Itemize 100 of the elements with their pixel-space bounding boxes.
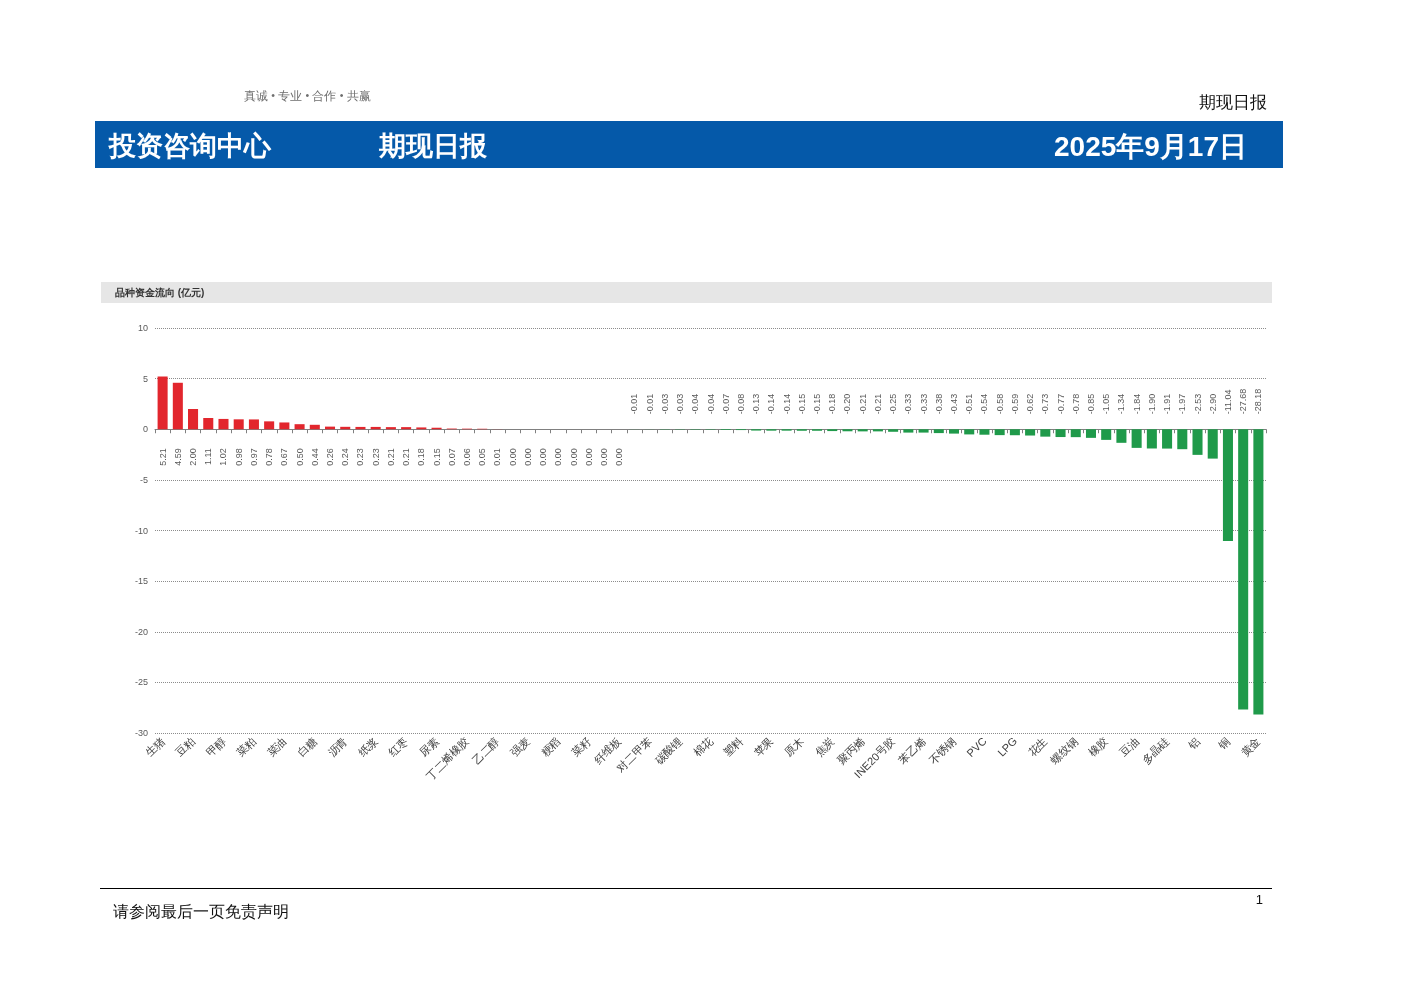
data-label: -0.04 [690, 393, 701, 415]
data-label: 0.00 [614, 448, 625, 466]
data-label: 0.05 [477, 448, 488, 466]
data-label: 0.06 [461, 448, 472, 466]
data-label: -0.59 [1009, 393, 1020, 415]
text: 1 [1255, 892, 1263, 908]
data-label: -1.91 [1162, 393, 1173, 415]
bar [401, 427, 412, 430]
data-label: -1.05 [1101, 393, 1112, 415]
x-tick-label: 沥青 [325, 734, 350, 759]
bar [157, 376, 168, 430]
x-tick-label: 豆油 [1116, 734, 1141, 759]
x-tick-label: 白糖 [295, 734, 320, 759]
data-label: -1.90 [1146, 393, 1157, 415]
x-tick-label: 原木 [782, 734, 807, 759]
x-tick-label: 菜粕 [234, 734, 259, 759]
bar [903, 429, 914, 433]
bar [1192, 429, 1203, 455]
bar [1025, 429, 1036, 436]
data-label: 0.18 [416, 448, 427, 466]
data-label: -2.90 [1207, 393, 1218, 415]
data-label: 0.67 [279, 448, 290, 466]
data-label: 0.00 [568, 448, 579, 466]
data-label: 0.26 [325, 448, 336, 466]
x-tick-label: 纸浆 [355, 734, 380, 759]
bar [979, 429, 990, 435]
bar [1222, 429, 1233, 542]
text: 2025年9月17日 [1053, 130, 1247, 164]
x-tick-label: 铜 [1215, 734, 1233, 752]
data-label: 0.24 [340, 448, 351, 466]
data-label: -0.15 [812, 393, 823, 415]
data-label: -0.38 [933, 393, 944, 415]
data-label: -0.14 [781, 393, 792, 415]
data-label: 0.00 [598, 448, 609, 466]
x-tick-label: 铝 [1184, 734, 1202, 752]
y-tick-label: -10 [134, 525, 148, 536]
data-label: -27.68 [1238, 388, 1249, 415]
y-tick-label: 5 [142, 373, 148, 384]
data-label: 0.44 [309, 448, 320, 466]
x-tick-label: 豆粕 [173, 734, 198, 759]
bar [233, 419, 244, 430]
bar [1207, 429, 1218, 459]
data-label: -0.78 [1070, 393, 1081, 415]
bar [964, 429, 975, 435]
data-label: -0.07 [720, 393, 731, 415]
x-tick-label: 菜籽 [568, 734, 593, 759]
data-label: 1.02 [218, 448, 229, 466]
data-label: 2.00 [188, 448, 199, 466]
bar [1146, 429, 1157, 449]
data-label: -0.33 [903, 393, 914, 415]
data-label: -0.21 [872, 393, 883, 415]
data-label: -0.14 [766, 393, 777, 415]
x-tick-label: 多晶硅 [1139, 734, 1172, 767]
data-label: 4.59 [172, 448, 183, 466]
bar [918, 429, 929, 433]
bar [218, 418, 229, 430]
data-label: -0.51 [964, 393, 975, 415]
y-tick-label: -15 [134, 576, 148, 587]
x-tick-label: 焦炭 [812, 734, 837, 759]
x-tick-label: 螺纹钢 [1048, 734, 1080, 767]
bar [842, 429, 853, 432]
x-tick-label: 黄金 [1238, 734, 1263, 759]
data-label: -0.58 [994, 393, 1005, 415]
data-label: 0.00 [553, 448, 564, 466]
bar [1116, 429, 1127, 443]
data-label: -0.21 [857, 393, 868, 415]
data-label: 1.11 [203, 448, 214, 466]
bar [1070, 429, 1081, 438]
x-tick-label: 粳稻 [538, 734, 563, 759]
bar [1085, 429, 1096, 438]
data-label: 0.50 [294, 448, 305, 466]
y-tick-label: -20 [134, 626, 148, 637]
data-label: -1.34 [1116, 393, 1127, 415]
x-tick-label: 尿素 [416, 734, 441, 759]
bar [1040, 429, 1051, 437]
data-label: -0.03 [675, 393, 686, 415]
y-tick-label: 10 [137, 323, 148, 333]
data-label: 0.21 [385, 448, 396, 466]
bar [1238, 429, 1249, 710]
bar [188, 409, 199, 430]
bar [994, 429, 1005, 436]
x-tick-label: 甲醇 [203, 734, 228, 759]
x-tick-label: 塑料 [721, 734, 746, 759]
data-label: 0.01 [492, 448, 503, 466]
x-tick-label: 不锈钢 [926, 734, 959, 767]
data-label: -2.53 [1192, 393, 1203, 415]
data-label: 0.00 [522, 448, 533, 466]
data-label: 0.98 [233, 448, 244, 466]
bar [1177, 429, 1188, 450]
x-tick-label: 菜油 [264, 734, 289, 759]
data-label: -0.13 [751, 393, 762, 415]
x-tick-label: 橡胶 [1086, 734, 1111, 759]
y-tick-label: -30 [134, 728, 148, 738]
x-tick-label: 花生 [1025, 734, 1050, 759]
y-tick-label: -5 [139, 474, 148, 485]
data-label: -0.08 [735, 393, 746, 415]
data-label: 0.78 [264, 448, 275, 466]
bar [248, 419, 259, 430]
data-label: -0.43 [949, 393, 960, 415]
chart-title: 品种资金流向 (亿元) [115, 286, 205, 299]
